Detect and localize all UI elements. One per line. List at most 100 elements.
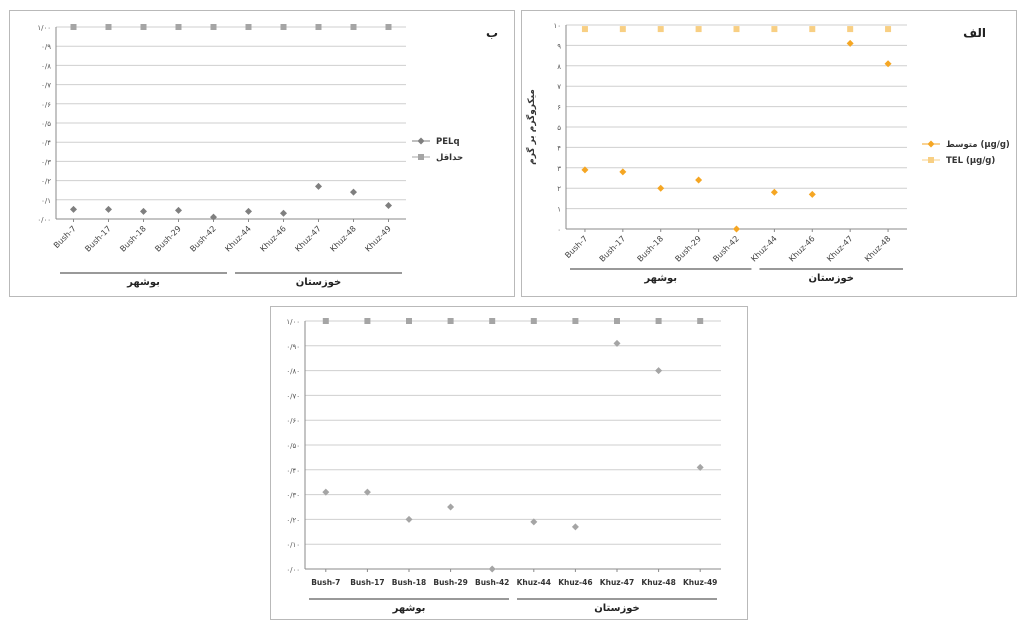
data-point-series-1 <box>245 24 252 30</box>
y-tick-label: ۰/۱۰ <box>286 541 300 549</box>
y-tick-label: ۰/۷ <box>41 82 51 90</box>
y-tick-label: ۰ <box>557 226 561 234</box>
data-point-series-0 <box>655 367 663 375</box>
data-point-series-0 <box>657 184 665 192</box>
x-tick-label: Bush-29 <box>153 224 183 254</box>
data-point-series-0 <box>695 176 703 184</box>
data-point-series-1 <box>581 26 588 33</box>
chart-panel-alef: ۰ ۱ ۲ ۳ ۴ ۵ ۶ ۷ ۸ ۹ ۱۰ Bush-7 Bush-17 Bush-18 Bush-29 B… <box>521 10 1017 297</box>
x-tick-label: Bush-42 <box>475 578 509 587</box>
y-tick-label: ۰/۶ <box>41 101 51 109</box>
data-point-series-1 <box>572 318 579 324</box>
data-point-series-1 <box>315 24 322 30</box>
y-tick-label: ۰/۷۰ <box>286 392 300 400</box>
y-tick-label: ۰/۲۰ <box>286 516 300 524</box>
data-point-series-0 <box>140 207 147 215</box>
y-tick-label: ۲ <box>557 185 561 193</box>
x-tick-label: Bush-18 <box>636 234 666 264</box>
y-tick-label: ۰/۵۰ <box>286 442 300 450</box>
x-tick-label: Bush-17 <box>83 224 113 254</box>
y-tick-label: ۱ <box>557 206 561 214</box>
y-tick-label: ۱/۰۰ <box>37 24 51 32</box>
y-axis-label: میکروگرم بر گرم <box>525 89 537 165</box>
x-tick-label: Khuz-46 <box>787 234 816 263</box>
data-point-series-0 <box>175 206 182 214</box>
x-tick-label: Khuz-48 <box>328 224 357 253</box>
y-tick-label: ۰/۸۰ <box>286 368 300 376</box>
data-point-series-1 <box>364 318 371 324</box>
data-point-series-1 <box>406 318 412 324</box>
data-point-series-1 <box>105 24 112 30</box>
data-point-series-0 <box>210 213 217 221</box>
x-tick-label: Khuz-48 <box>641 578 675 587</box>
data-point-series-0 <box>385 202 392 210</box>
data-point-series-1 <box>847 26 854 33</box>
x-tick-label: Bush-42 <box>711 234 741 264</box>
y-tick-label: ۰/۰۰ <box>286 566 300 574</box>
data-point-series-0 <box>846 39 854 47</box>
x-tick-label: Bush-18 <box>118 224 148 254</box>
x-tick-label: Khuz-44 <box>223 224 252 253</box>
data-point-series-1 <box>350 24 357 30</box>
y-tick-label: ۸ <box>557 63 561 71</box>
data-point-series-0 <box>363 488 371 496</box>
group-label: خوزستان <box>808 273 853 284</box>
legend-marker <box>928 157 934 163</box>
chart-b-svg: ۰/۰۰ ۰/۱ ۰/۲ ۰/۳ ۰/۴ ۰/۵ ۰/۶ ۰/۷ ۰/۸ ۰/۹ ۱/۰۰ Bush-… <box>37 24 498 288</box>
chart-panel-pe: ۰/۰۰ ۰/۱۰ ۰/۲۰ ۰/۳۰ ۰/۴۰ ۰/۵۰ ۰/۶۰ ۰/۷۰ ۰/۸۰ ۰/۹۰… <box>270 306 748 620</box>
data-point-series-1 <box>447 318 454 324</box>
data-point-series-0 <box>315 182 322 190</box>
data-point-series-1 <box>210 24 217 30</box>
group-label: خوزستان <box>594 603 639 614</box>
data-point-series-0 <box>619 168 627 176</box>
data-point-series-1 <box>385 24 392 30</box>
y-tick-label: ۰/۸ <box>41 62 51 70</box>
x-tick-label: Bush-42 <box>188 224 218 254</box>
chart-2: ۰/۰۰ ۰/۱۰ ۰/۲۰ ۰/۳۰ ۰/۴۰ ۰/۵۰ ۰/۶۰ ۰/۷۰ ۰/۸۰ ۰/۹۰… <box>286 318 721 614</box>
data-point-series-0 <box>571 523 579 531</box>
group-label: بوشهر <box>392 603 426 614</box>
data-point-series-1 <box>885 26 892 33</box>
legend-label: حداقل <box>436 153 463 163</box>
data-point-series-1 <box>771 26 778 33</box>
y-tick-label: ۱۰ <box>553 22 561 30</box>
y-tick-label: ۳ <box>557 165 561 173</box>
legend-label: PELq <box>436 137 460 147</box>
data-point-series-0 <box>770 188 778 196</box>
data-point-series-1 <box>175 24 182 30</box>
y-tick-label: ۰/۳ <box>41 158 51 166</box>
y-tick-label: ۵ <box>557 124 561 132</box>
x-tick-label: Khuz-47 <box>293 224 322 253</box>
data-point-series-1 <box>70 24 77 30</box>
chart-alef-svg: ۰ ۱ ۲ ۳ ۴ ۵ ۶ ۷ ۸ ۹ ۱۰ Bush-7 Bush-17 Bush-18 Bush-29 B… <box>525 22 1010 284</box>
legend-marker <box>927 140 935 148</box>
x-tick-label: Bush-7 <box>311 578 340 587</box>
x-tick-label: Bush-17 <box>350 578 384 587</box>
y-tick-label: ۱/۰۰ <box>286 318 300 326</box>
panel-letter: ب <box>486 26 498 40</box>
legend-label: متوسط (µg/g) <box>946 140 1010 150</box>
x-tick-label: Bush-18 <box>392 578 426 587</box>
y-tick-label: ۰/۵ <box>41 120 51 128</box>
y-tick-label: ۰/۳۰ <box>286 492 300 500</box>
chart-panel-b: ۰/۰۰ ۰/۱ ۰/۲ ۰/۳ ۰/۴ ۰/۵ ۰/۶ ۰/۷ ۰/۸ ۰/۹ ۱/۰۰ Bush-… <box>9 10 515 297</box>
data-point-series-0 <box>581 166 589 174</box>
y-tick-label: ۰/۲ <box>41 178 51 186</box>
y-tick-label: ۶ <box>557 104 561 112</box>
y-tick-label: ۰/۹۰ <box>286 343 300 351</box>
data-point-series-1 <box>140 24 147 30</box>
data-point-series-0 <box>884 60 892 68</box>
data-point-series-1 <box>697 318 704 324</box>
data-point-series-0 <box>488 565 496 573</box>
data-point-series-0 <box>280 209 287 217</box>
y-tick-label: ۰/۴۰ <box>286 467 300 475</box>
x-tick-label: Khuz-44 <box>517 578 551 587</box>
y-tick-label: ۰/۴ <box>41 139 51 147</box>
data-point-series-0 <box>447 503 455 511</box>
x-tick-label: Khuz-46 <box>258 224 287 253</box>
x-tick-label: Khuz-47 <box>825 234 854 263</box>
x-tick-label: Bush-17 <box>598 234 628 264</box>
y-tick-label: ۰/۰۰ <box>37 216 51 224</box>
x-tick-label: Khuz-48 <box>863 234 892 263</box>
data-point-series-1 <box>530 318 537 324</box>
